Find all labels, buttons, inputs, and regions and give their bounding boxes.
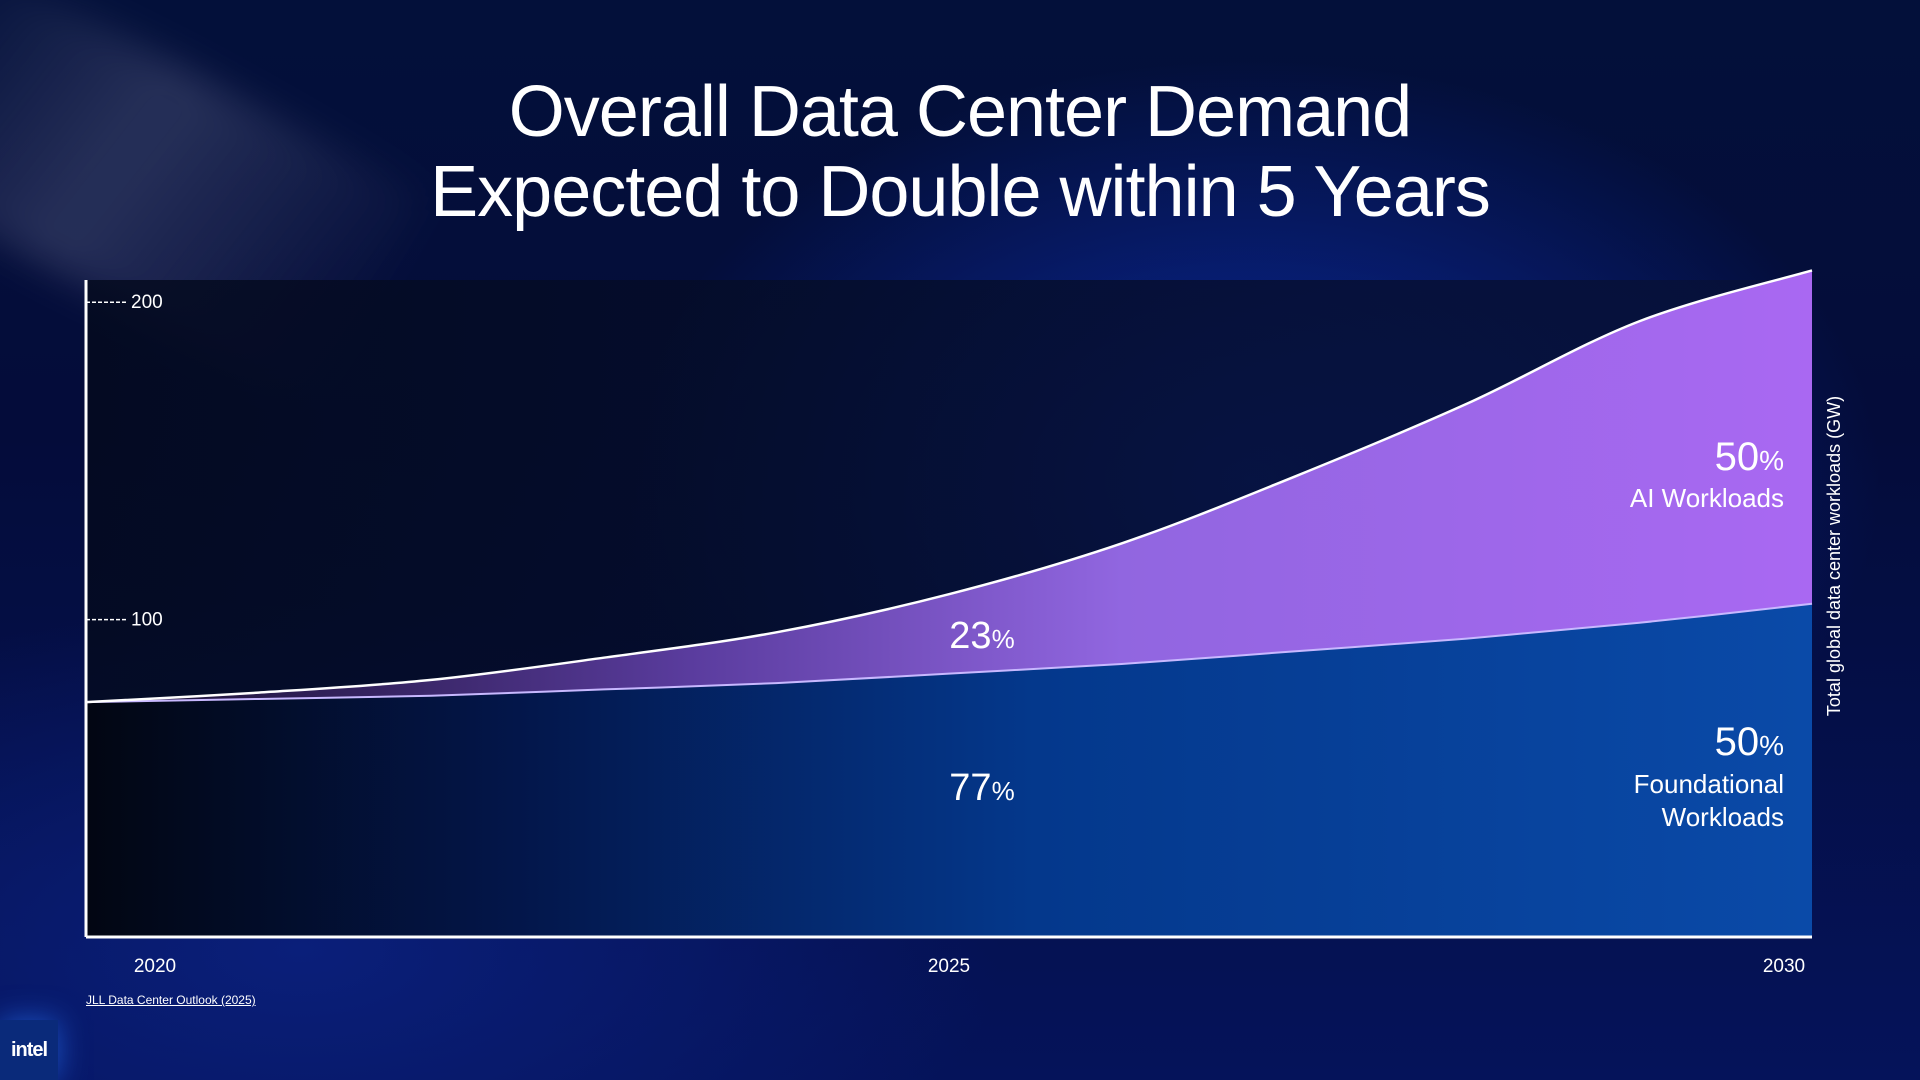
area-foundational-workloads — [86, 603, 1812, 937]
x-tick-label: 2020 — [134, 956, 176, 977]
y-axis-label: Total global data center workloads (GW) — [1824, 396, 1844, 716]
y-tick-label: 100 — [131, 610, 163, 631]
title-line-2: Expected to Double within 5 Years — [430, 152, 1491, 232]
x-tick-label: 2030 — [1763, 956, 1805, 977]
line-ai-workloads — [85, 269, 1813, 704]
y-tick-label: 200 — [131, 292, 163, 313]
foundational-2030-percent: 50% — [1715, 720, 1784, 764]
ai-2030-label: AI Workloads — [1630, 483, 1784, 513]
ai-2030-percent: 50% — [1715, 435, 1784, 479]
intel-logo: intel — [0, 1020, 58, 1080]
source-citation[interactable]: JLL Data Center Outlook (2025) — [86, 993, 256, 1007]
title-line-1: Overall Data Center Demand — [508, 72, 1412, 152]
pct-sign: % — [992, 776, 1015, 806]
page-title: Overall Data Center Demand Expected to D… — [0, 72, 1920, 232]
ai-2025-value: 23 — [949, 615, 991, 657]
pct-sign: % — [1759, 445, 1784, 476]
pct-sign: % — [1759, 730, 1784, 761]
foundational-2030-label-line1: Foundational — [1634, 769, 1784, 799]
foundational-2025-percent: 77% — [949, 767, 1014, 809]
foundational-2030-value: 50 — [1715, 720, 1760, 764]
ai-2030-value: 50 — [1715, 435, 1760, 479]
ai-2025-percent: 23% — [949, 615, 1014, 657]
line-foundational-workloads — [85, 602, 1813, 704]
x-tick-label: 2025 — [928, 956, 970, 977]
foundational-2025-value: 77 — [949, 767, 991, 809]
pct-sign: % — [992, 624, 1015, 654]
foundational-2030-label-line2: Workloads — [1662, 802, 1784, 832]
area-ai-workloads — [86, 270, 1812, 703]
